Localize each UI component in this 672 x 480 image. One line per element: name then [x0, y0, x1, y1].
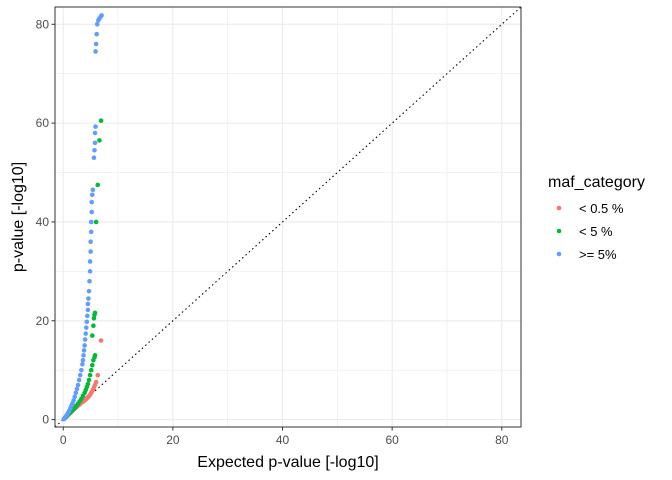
legend-key-lt-5 — [556, 228, 562, 234]
point-series-2-54 — [99, 13, 104, 18]
point-series-2-33 — [87, 259, 93, 264]
point-series-2-39 — [89, 199, 95, 205]
point-series-2-46 — [93, 124, 98, 129]
reference-line-y-equals-x — [54, 6, 522, 428]
point-series-2-49 — [94, 31, 99, 37]
x-tick-label-2: 40 — [276, 433, 290, 447]
point-series-2-26 — [85, 313, 90, 319]
point-series-1-27 — [92, 310, 98, 316]
point-series-2-11 — [73, 390, 79, 396]
y-tick-label-4: 80 — [36, 17, 50, 31]
point-series-2-31 — [87, 278, 92, 284]
point-series-2-18 — [80, 357, 86, 363]
x-axis-ticks: 0 20 40 60 80 — [60, 427, 509, 447]
point-series-2-40 — [89, 192, 95, 198]
point-series-1-31 — [98, 118, 104, 123]
point-series-2-36 — [88, 229, 94, 235]
x-tick-label-3: 60 — [385, 433, 399, 447]
point-series-2-16 — [79, 367, 84, 373]
point-series-2-15 — [77, 372, 83, 378]
x-axis-title: Expected p-value [-log10] — [197, 454, 378, 471]
point-series-2-12 — [74, 386, 80, 392]
point-series-1-19 — [89, 362, 95, 368]
point-series-2-47 — [93, 49, 98, 54]
point-series-2-23 — [83, 331, 89, 336]
legend-label-lt-0-5: < 0.5 % — [579, 201, 624, 216]
point-series-2-28 — [85, 301, 91, 307]
point-series-2-21 — [82, 343, 87, 348]
point-series-2-48 — [93, 41, 99, 47]
point-series-2-9 — [71, 398, 76, 403]
legend-label-ge-5: >= 5% — [579, 247, 617, 262]
point-series-2-22 — [82, 337, 88, 342]
point-series-2-14 — [76, 377, 82, 383]
point-series-2-42 — [91, 155, 97, 161]
point-series-1-15 — [85, 381, 91, 387]
point-series-2-32 — [87, 269, 93, 274]
point-series-1-22 — [92, 353, 98, 358]
point-series-2-24 — [83, 325, 89, 330]
legend-label-lt-5: < 5 % — [579, 224, 613, 239]
point-series-2-38 — [89, 209, 95, 215]
point-series-1-29 — [95, 182, 101, 188]
legend-title: maf_category — [548, 174, 645, 191]
point-series-2-20 — [81, 348, 87, 353]
point-series-2-17 — [80, 361, 85, 367]
point-series-1-28 — [93, 219, 99, 225]
point-series-1-24 — [91, 323, 96, 329]
point-series-2-44 — [92, 140, 98, 146]
y-tick-label-3: 60 — [36, 116, 50, 130]
y-axis-title: p-value [-log10] — [10, 162, 27, 272]
point-series-1-25 — [91, 315, 97, 321]
point-series-2-35 — [88, 239, 93, 245]
x-tick-label-0: 0 — [60, 433, 67, 447]
point-series-2-34 — [88, 249, 93, 254]
point-series-2-13 — [75, 382, 81, 388]
point-series-2-25 — [84, 319, 90, 325]
point-series-0-26 — [93, 379, 99, 385]
plot-panel-border — [54, 6, 522, 428]
point-series-1-18 — [88, 367, 94, 373]
point-series-1-17 — [87, 372, 93, 378]
x-tick-label-1: 20 — [166, 433, 180, 447]
x-tick-label-4: 80 — [495, 433, 509, 447]
point-series-0-27 — [95, 372, 101, 378]
point-series-2-43 — [92, 147, 97, 153]
point-series-1-30 — [97, 138, 102, 143]
point-series-2-29 — [86, 296, 91, 301]
point-series-1-23 — [89, 333, 95, 338]
point-series-2-30 — [86, 288, 92, 294]
point-series-1-16 — [86, 377, 92, 383]
y-tick-label-2: 40 — [36, 215, 50, 229]
grid-lines — [55, 7, 521, 427]
y-tick-label-1: 20 — [36, 314, 50, 328]
point-series-2-41 — [90, 187, 96, 193]
y-tick-label-0: 0 — [42, 413, 49, 427]
legend-key-ge-5 — [556, 251, 562, 257]
point-series-2-37 — [88, 219, 94, 225]
point-series-2-50 — [94, 21, 100, 27]
legend-key-lt-0-5 — [556, 205, 562, 211]
legend: maf_category < 0.5 % < 5 % >= 5% — [548, 174, 645, 262]
point-series-2-19 — [81, 353, 86, 358]
point-series-2-10 — [72, 394, 78, 400]
point-series-2-45 — [92, 130, 98, 136]
data-points — [61, 13, 104, 422]
point-series-2-27 — [85, 307, 91, 313]
point-series-0-28 — [98, 338, 104, 343]
y-axis-ticks: 0 20 40 60 80 — [36, 17, 55, 427]
